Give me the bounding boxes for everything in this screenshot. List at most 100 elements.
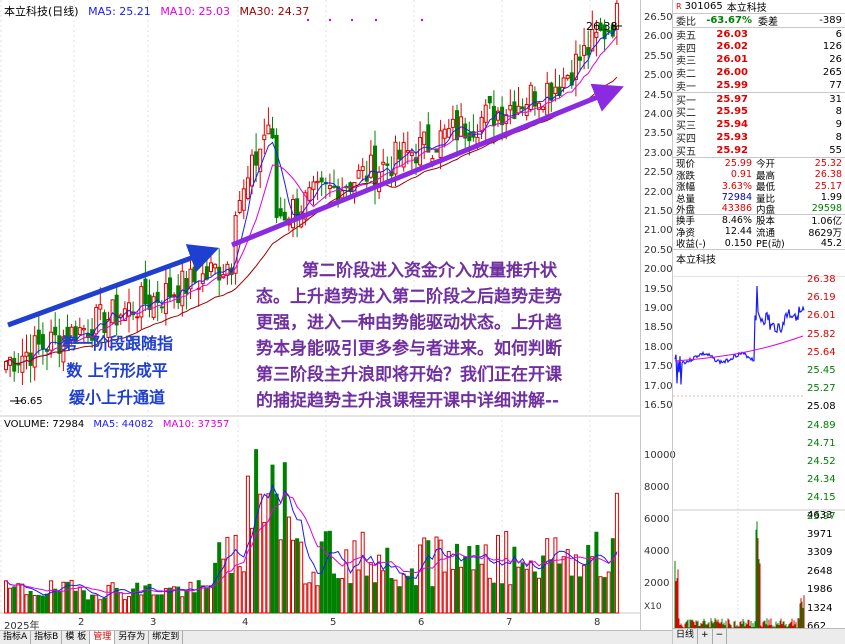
bids-row: 买三 25.94 9 (673, 118, 845, 133)
stage1-line: 第一阶段跟随指 (60, 334, 173, 353)
level-price: 25.99 (716, 79, 748, 91)
mini-volume-tick: 2648 (807, 565, 833, 577)
intraday-chart[interactable] (673, 276, 845, 636)
price-tick: 22.00 (644, 186, 673, 198)
level-volume: 126 (822, 41, 842, 53)
tab-bind-to[interactable]: 绑定到 (149, 631, 184, 644)
level-price: 25.93 (716, 132, 748, 144)
price-tick: 26.50 (644, 12, 673, 23)
bids-row: 买一 25.97 31 (673, 93, 845, 107)
stage2-line: 第二阶段进入资金介入放量推升状 (302, 261, 557, 281)
stat-row: 现价 25.99 今开 25.32 (673, 157, 845, 171)
stat-key: 外盘 (676, 204, 696, 216)
mini-volume-tick: 1986 (807, 584, 833, 595)
ratio-label: 委比 (676, 16, 696, 28)
mini-volume-tick: 3309 (807, 547, 833, 558)
stock-title: 本立科技(日线) (4, 5, 79, 18)
stock-code: 301065 (684, 1, 723, 12)
price-tick: 21.50 (644, 206, 673, 217)
level-label: 卖二 (676, 69, 696, 81)
level-volume: 6 (835, 28, 842, 40)
tab-save-as[interactable]: 另存为 (115, 631, 150, 644)
price-tick: 16.50 (644, 400, 673, 411)
stat-value: 29598 (811, 203, 842, 215)
asks-row: 卖二 26.00 265 (673, 66, 845, 81)
price-tick: 18.00 (644, 341, 673, 353)
tab-indicator-b[interactable]: 指标B (31, 631, 63, 644)
mini-volume-tick: 4633 (807, 510, 833, 521)
stage2-line: 的捕捉趋势主升浪课程开课中详细讲解-- (256, 391, 560, 411)
price-tick: 23.50 (644, 128, 673, 140)
level-price: 26.00 (716, 67, 748, 79)
mini-price-tick: 25.64 (807, 346, 836, 358)
kline-svg[interactable] (0, 0, 640, 632)
ma5-legend: MA5: 25.21 (88, 5, 151, 18)
level-price: 25.95 (716, 106, 748, 118)
ma30-legend: MA30: 24.37 (239, 5, 310, 18)
diff-value: -389 (819, 14, 842, 26)
stat-value: 25.99 (724, 157, 752, 169)
volume-unit: X10 (644, 602, 662, 612)
zoom-in-button[interactable]: + (698, 629, 713, 644)
stage1-annotation: 第一阶段跟随指 数 上行形成平 缓小上升通道 (42, 330, 192, 411)
stat-key: 净资 (676, 227, 696, 239)
mini-volume-tick: 662 (807, 621, 827, 632)
x-axis-label-5: 6 (418, 617, 425, 628)
stat-key: 今开 (756, 159, 776, 171)
level-price: 25.92 (716, 144, 748, 156)
stat-key: 总量 (676, 193, 696, 205)
stat-value: 12.44 (724, 226, 752, 238)
price-tick: 24.00 (644, 109, 673, 120)
low-price-label: 16.65 (14, 396, 43, 407)
stat-key: 现价 (676, 159, 696, 171)
mini-price-tick: 24.34 (807, 474, 836, 486)
stat-value: 0.150 (724, 237, 752, 249)
bids-row: 买二 25.95 8 (673, 106, 845, 119)
vol-ma5-legend: MA5: 44082 (93, 419, 154, 430)
mini-bottom-tabs: 日线 + − (673, 628, 845, 644)
level-volume: 9 (835, 119, 842, 131)
stat-value: 1.06亿 (811, 216, 842, 228)
stage2-line: 第三阶段主升浪即将开始？我们正在开课 (256, 365, 562, 385)
stat-key: PE(动) (756, 239, 785, 251)
level-label: 卖一 (676, 81, 696, 93)
level-volume: 55 (829, 144, 842, 156)
tab-template[interactable]: 模 板 (62, 631, 91, 644)
price-tick: 17.50 (644, 361, 673, 373)
level-label: 买三 (676, 121, 696, 133)
daily-tab[interactable]: 日线 (673, 629, 699, 644)
mini-price-tick: 25.82 (807, 328, 836, 340)
x-axis-label-3: 4 (242, 617, 249, 628)
ma10-legend: MA10: 25.03 (160, 5, 231, 18)
quote-panel: R 301065 本立科技 委比 -63.67% 委差 -389 卖五 26.03… (672, 0, 845, 644)
volume-tick: 2000 (644, 578, 670, 589)
stat-row: 外盘 43386 内盘 29598 (673, 203, 845, 216)
stat-row: 涨幅 3.63% 最低 25.17 (673, 180, 845, 194)
stat-key: 收益(-) (676, 239, 706, 251)
price-legend: 本立科技(日线) MA5: 25.21 MA10: 25.03 MA30: 24… (4, 3, 315, 19)
mini-price-tick: 24.52 (807, 456, 836, 467)
mini-title: 本立科技 (673, 248, 845, 266)
mini-price-tick: 24.89 (807, 419, 836, 431)
stat-value: 3.63% (721, 180, 752, 192)
tab-manage[interactable]: 管理 (90, 631, 116, 644)
stage2-line: 更强，进入一种由势能驱动状态。上升趋 (256, 313, 562, 333)
price-tick: 20.50 (644, 244, 673, 256)
level-label: 买五 (676, 146, 696, 158)
level-price: 25.97 (716, 93, 748, 105)
kline-chart-area[interactable]: 本立科技(日线) MA5: 25.21 MA10: 25.03 MA30: 24… (0, 0, 640, 632)
stat-key: 涨跌 (676, 170, 696, 182)
tab-indicator-a[interactable]: 指标A (0, 631, 32, 644)
asks-row: 卖一 25.99 77 (673, 79, 845, 93)
mini-price-tick: 25.08 (807, 401, 836, 413)
level-volume: 31 (829, 93, 842, 105)
asks-row: 卖五 26.03 6 (673, 28, 845, 42)
stat-row: 换手 8.46% 股本 1.06亿 (673, 215, 845, 228)
stat-value: 43386 (721, 203, 752, 215)
stat-value: 26.38 (814, 169, 842, 181)
level-price: 26.01 (716, 54, 748, 66)
x-axis-label-7: 8 (594, 617, 601, 628)
zoom-out-button[interactable]: − (713, 629, 728, 644)
x-axis-label-2: 3 (150, 617, 157, 628)
level-label: 买四 (676, 134, 696, 146)
